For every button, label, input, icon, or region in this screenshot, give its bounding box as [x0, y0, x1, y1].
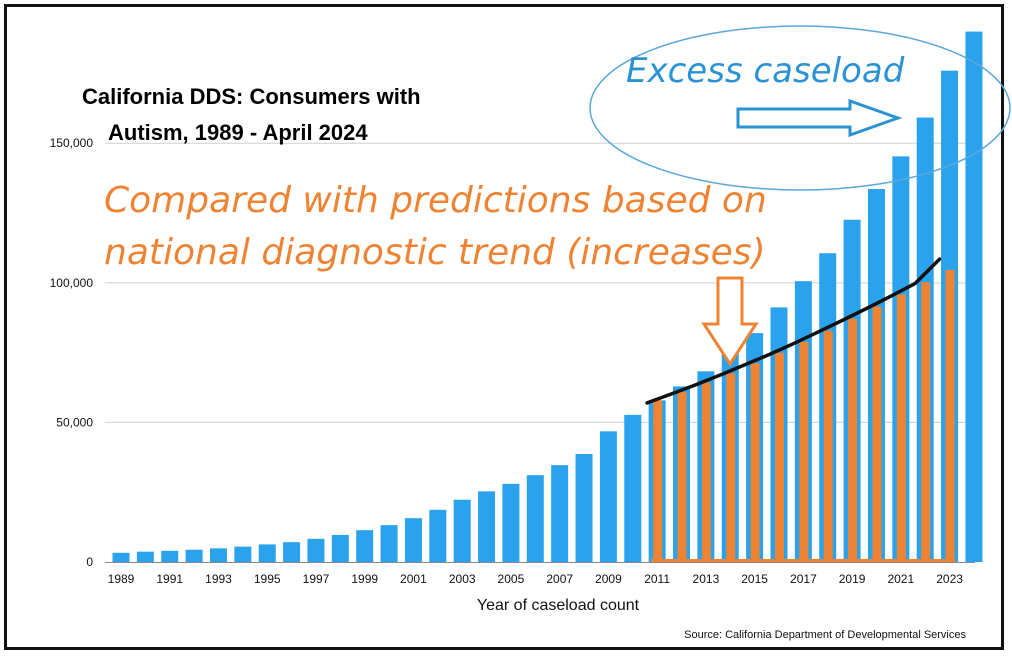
- bar-2001: [404, 518, 422, 562]
- x-tick-label: 1993: [205, 572, 232, 586]
- predicted-bar-2019: [848, 318, 858, 562]
- predicted-bar-2023: [945, 269, 955, 562]
- bar-2000: [380, 525, 398, 562]
- y-tick-label: 0: [86, 555, 93, 569]
- predicted-baseline: [651, 559, 956, 562]
- bar-1997: [307, 538, 325, 562]
- y-tick-label: 150,000: [50, 136, 94, 150]
- predicted-bar-2012: [677, 391, 687, 562]
- predicted-bar-2016: [774, 352, 784, 562]
- x-tick-label: 2021: [887, 572, 914, 586]
- x-tick-label: 2003: [449, 572, 476, 586]
- bar-2007: [551, 465, 569, 562]
- bar-1995: [258, 544, 276, 562]
- predicted-bar-2020: [872, 306, 882, 562]
- bar-1990: [136, 551, 154, 562]
- bar-1994: [234, 546, 252, 562]
- comparison-label-line-2: national diagnostic trend (increases): [104, 232, 766, 273]
- bar-1991: [161, 550, 179, 562]
- bar-2003: [453, 499, 471, 562]
- bar-2009: [599, 431, 617, 562]
- bar-2002: [429, 509, 447, 562]
- x-tick-label: 2015: [741, 572, 768, 586]
- predicted-bar-2022: [921, 282, 931, 562]
- x-axis-tick-labels: 1989 1991 1993 1995 1997 1999 2001 2003 2005 2007…: [108, 572, 964, 586]
- predicted-bar-2013: [701, 382, 711, 562]
- bar-2005: [502, 483, 520, 562]
- x-tick-label: 2017: [790, 572, 817, 586]
- x-tick-label: 2011: [644, 572, 670, 586]
- x-tick-label: 2007: [546, 572, 573, 586]
- x-tick-label: 1995: [254, 572, 281, 586]
- bar-2010: [624, 414, 642, 562]
- y-tick-label: 100,000: [50, 276, 94, 290]
- x-tick-label: 1991: [156, 572, 183, 586]
- trend-line: [645, 257, 942, 405]
- bar-1998: [331, 534, 349, 562]
- predicted-bar-2011: [653, 400, 663, 562]
- bar-1992: [185, 549, 203, 562]
- x-tick-label: 2023: [936, 572, 963, 586]
- x-tick-label: 1999: [351, 572, 378, 586]
- x-tick-label: 2013: [693, 572, 720, 586]
- comparison-label-line-1: Compared with predictions based on: [104, 180, 767, 221]
- excess-caseload-label: Excess caseload: [626, 51, 905, 91]
- bar-2004: [478, 491, 496, 562]
- bar-1993: [209, 548, 227, 562]
- source-note: Source: California Department of Develop…: [684, 629, 966, 641]
- bar-2006: [526, 475, 544, 562]
- down-arrow-icon: [701, 276, 759, 367]
- x-tick-label: 2005: [498, 572, 525, 586]
- predicted-bars: [651, 269, 956, 562]
- predicted-bar-2017: [799, 342, 809, 562]
- bar-2024: [965, 31, 983, 562]
- chart-title-line-1: California DDS: Consumers with: [82, 84, 421, 109]
- predicted-bar-2014: [726, 373, 736, 562]
- bar-1989: [112, 552, 130, 562]
- x-tick-label: 1989: [108, 572, 135, 586]
- y-tick-label: 50,000: [56, 415, 93, 429]
- x-tick-label: 2001: [400, 572, 427, 586]
- predicted-bar-2015: [750, 363, 760, 562]
- predicted-bar-2018: [823, 330, 833, 562]
- x-tick-label: 2019: [839, 572, 866, 586]
- bar-1999: [356, 530, 374, 562]
- bar-2008: [575, 453, 593, 562]
- y-axis-labels: 0 50,000 100,000 150,000: [50, 136, 94, 569]
- x-axis-label: Year of caseload count: [477, 597, 640, 614]
- chart-title-line-2: Autism, 1989 - April 2024: [108, 120, 368, 145]
- x-tick-label: 2009: [595, 572, 622, 586]
- predicted-bar-2021: [896, 294, 906, 562]
- excess-caseload-ellipse: [589, 25, 1011, 191]
- x-tick-label: 1997: [303, 572, 330, 586]
- right-arrow-icon: [736, 98, 903, 138]
- bar-1996: [283, 542, 301, 562]
